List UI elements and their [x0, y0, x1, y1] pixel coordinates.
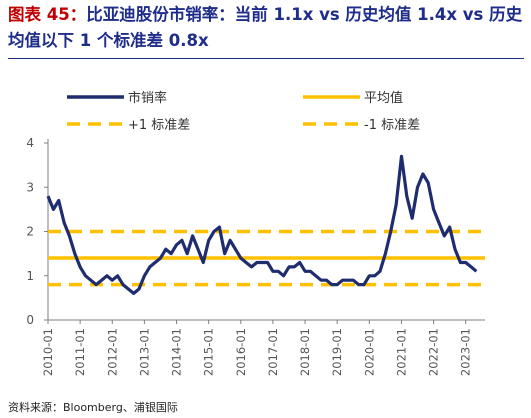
x-tick-label: 2021-01 [394, 328, 408, 376]
x-tick-label: 2014-01 [170, 328, 184, 376]
x-tick-label: 2020-01 [362, 328, 376, 376]
title-text: 比亚迪股份市销率：当前 1.1x vs 历史均值 1.4x vs 历史均值以下 … [8, 5, 523, 50]
x-tick-label: 2016-01 [234, 328, 248, 376]
x-tick-label: 2011-01 [73, 328, 87, 376]
x-tick-label: 2015-01 [202, 328, 216, 376]
y-tick-label: 1 [26, 269, 34, 283]
y-tick-label: 0 [26, 313, 34, 327]
figure-label: 图表 45： [8, 5, 87, 24]
x-tick-label: 2022-01 [427, 328, 441, 376]
y-tick-label: 4 [26, 136, 34, 150]
y-tick-label: 2 [26, 225, 34, 239]
source-note: 资料来源：Bloomberg、浦银国际 [8, 401, 178, 414]
x-tick-label: 2017-01 [266, 328, 280, 376]
x-tick-label: 2019-01 [330, 328, 344, 376]
legend-label: +1 标准差 [128, 118, 190, 133]
series-line-ps [46, 154, 478, 295]
legend-label: 平均值 [364, 90, 403, 106]
y-tick-label: 3 [26, 180, 34, 194]
x-tick-label: 2023-01 [459, 328, 473, 376]
title-divider [8, 58, 524, 59]
x-tick-label: 2010-01 [41, 328, 55, 376]
legend-label: 市销率 [128, 90, 167, 106]
x-tick-label: 2012-01 [105, 328, 119, 376]
x-tick-label: 2018-01 [298, 328, 312, 376]
x-tick-label: 2013-01 [137, 328, 151, 376]
legend-label: -1 标准差 [364, 118, 420, 133]
chart-title: 图表 45：比亚迪股份市销率：当前 1.1x vs 历史均值 1.4x vs 历… [8, 2, 528, 54]
